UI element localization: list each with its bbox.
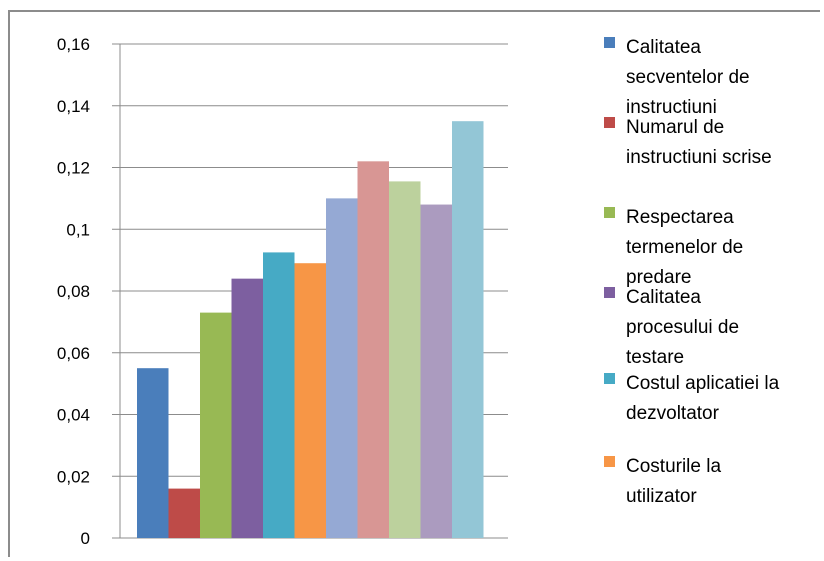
legend-label: Costurile la (626, 456, 721, 477)
bar (389, 181, 421, 539)
y-axis-ticks: 0 0,02 0,04 0,06 0,08 0,1 0,12 0,14 0,16 (57, 35, 90, 548)
legend-label: Numarul de (626, 117, 724, 138)
bar (294, 263, 326, 538)
y-tick-label: 0,04 (57, 406, 90, 425)
y-tick-label: 0,1 (66, 220, 90, 239)
legend-label: predare (626, 267, 692, 288)
legend-swatch (604, 373, 615, 384)
y-tick-label: 0 (81, 529, 90, 548)
legend: Calitatea secventelor de instructiuniNumar… (604, 37, 780, 507)
legend-label: procesului de (626, 317, 739, 338)
y-tick-label: 0,12 (57, 159, 90, 178)
bar (452, 121, 484, 538)
bar (200, 312, 232, 538)
legend-label: testare (626, 347, 684, 368)
legend-label: Calitatea (626, 287, 701, 308)
legend-label: Costul aplicatiei la (626, 373, 780, 394)
legend-label: Respectarea (626, 207, 734, 228)
bar (231, 278, 263, 538)
legend-label: Calitatea (626, 37, 701, 58)
y-tick-label: 0,02 (57, 467, 90, 486)
y-tick-label: 0,06 (57, 344, 90, 363)
legend-label: utilizator (626, 486, 697, 507)
bar (263, 252, 295, 538)
legend-swatch (604, 117, 615, 128)
legend-swatch (604, 37, 615, 48)
y-tick-label: 0,16 (57, 35, 90, 54)
legend-label: dezvoltator (626, 403, 720, 424)
y-tick-label: 0,14 (57, 97, 90, 116)
bar (137, 368, 169, 538)
chart-frame (8, 10, 820, 557)
bars (137, 121, 484, 539)
y-tick-label: 0,08 (57, 282, 90, 301)
legend-label: termenelor de (626, 237, 743, 258)
legend-label: instructiuni scrise (626, 147, 772, 168)
legend-swatch (604, 287, 615, 298)
bar (357, 161, 389, 538)
legend-label: secventelor de (626, 67, 750, 88)
bar (420, 204, 452, 539)
legend-swatch (604, 207, 615, 218)
bar (326, 198, 358, 538)
legend-swatch (604, 456, 615, 467)
legend-label: instructiuni (626, 97, 717, 118)
bar (168, 488, 200, 538)
